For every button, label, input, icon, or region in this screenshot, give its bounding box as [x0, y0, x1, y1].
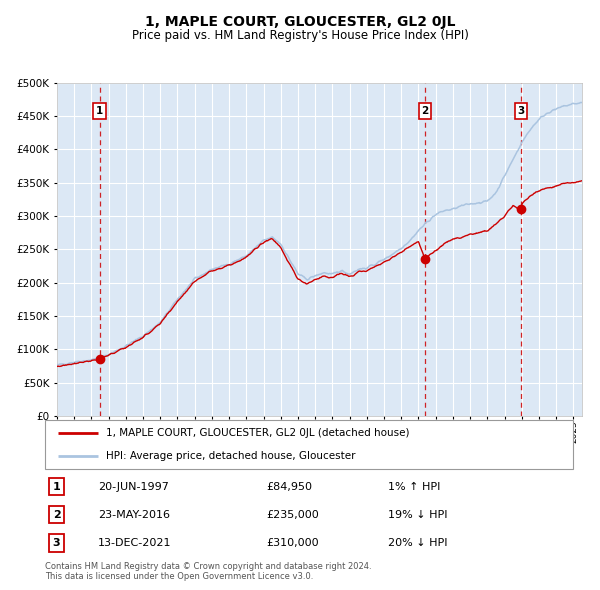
Text: 1: 1 — [96, 106, 103, 116]
Text: 1: 1 — [53, 481, 61, 491]
Text: 20% ↓ HPI: 20% ↓ HPI — [388, 538, 448, 548]
Text: £310,000: £310,000 — [267, 538, 319, 548]
Text: 23-MAY-2016: 23-MAY-2016 — [98, 510, 170, 520]
Text: 13-DEC-2021: 13-DEC-2021 — [98, 538, 172, 548]
Text: 20-JUN-1997: 20-JUN-1997 — [98, 481, 169, 491]
Text: 19% ↓ HPI: 19% ↓ HPI — [388, 510, 448, 520]
Text: Price paid vs. HM Land Registry's House Price Index (HPI): Price paid vs. HM Land Registry's House … — [131, 30, 469, 42]
Text: £235,000: £235,000 — [267, 510, 320, 520]
Text: 2: 2 — [422, 106, 429, 116]
Text: £84,950: £84,950 — [267, 481, 313, 491]
Text: Contains HM Land Registry data © Crown copyright and database right 2024.
This d: Contains HM Land Registry data © Crown c… — [45, 562, 371, 581]
Text: 3: 3 — [53, 538, 61, 548]
Text: 1, MAPLE COURT, GLOUCESTER, GL2 0JL: 1, MAPLE COURT, GLOUCESTER, GL2 0JL — [145, 15, 455, 30]
Text: 2: 2 — [53, 510, 61, 520]
Text: HPI: Average price, detached house, Gloucester: HPI: Average price, detached house, Glou… — [106, 451, 355, 461]
Text: 1, MAPLE COURT, GLOUCESTER, GL2 0JL (detached house): 1, MAPLE COURT, GLOUCESTER, GL2 0JL (det… — [106, 428, 409, 438]
FancyBboxPatch shape — [45, 420, 573, 469]
Text: 1% ↑ HPI: 1% ↑ HPI — [388, 481, 440, 491]
Text: 3: 3 — [517, 106, 524, 116]
